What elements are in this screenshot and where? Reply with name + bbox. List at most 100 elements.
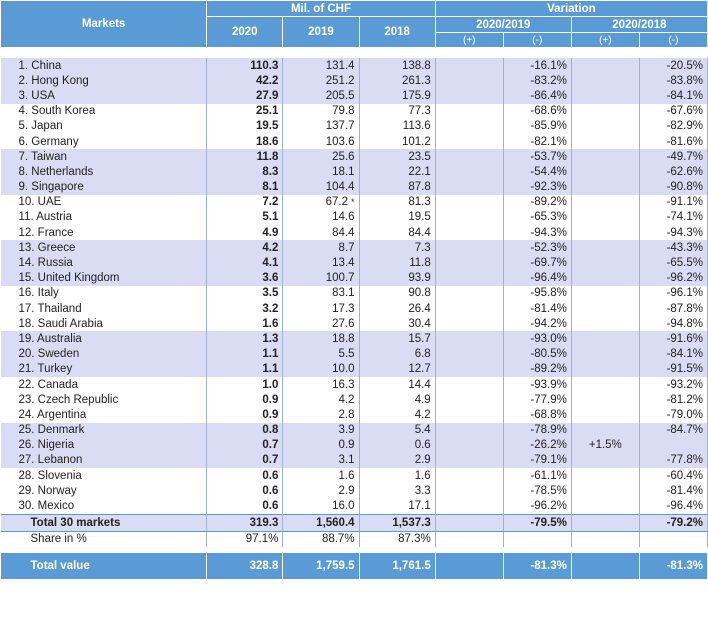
value-2020-cell: 0.7	[206, 437, 284, 453]
var-2020-2018-minus-cell: -82.9%	[639, 118, 708, 134]
value-2019-cell: 5.5	[282, 346, 360, 362]
value-2018-cell: 113.6	[359, 118, 436, 134]
var-2020-2019-plus-cell	[435, 376, 504, 393]
value-2019-cell: 18.1	[282, 164, 360, 180]
markets-table: Markets Mil. of CHF Variation 2020 2019 …	[0, 0, 708, 579]
var-2020-2019-minus-cell: -68.8%	[503, 407, 572, 423]
market-cell: 6. Germany	[0, 133, 208, 150]
share-2018-cell: 87.3%	[359, 531, 436, 547]
var-2020-2019-plus-cell	[435, 301, 504, 317]
var-2020-2018-minus-cell: -60.4%	[639, 468, 708, 484]
var-2020-2019-plus-cell	[435, 194, 504, 210]
value-2019-text: 84.4	[332, 226, 355, 239]
value-2020-cell: 0.6	[206, 498, 284, 515]
var-2020-2019-minus-cell: -61.1%	[503, 468, 572, 484]
var-2020-2019-minus-cell: -78.5%	[503, 483, 572, 499]
value-2018-cell: 261.3	[359, 73, 436, 89]
var-2020-2018-minus-cell: -84.1%	[639, 88, 708, 104]
table-row: 17. Thailand 3.2 17.3 26.4 -81.4% -87.8%	[0, 301, 708, 317]
table-row: 11. Austria 5.1 14.6 19.5 -65.3% -74.1%	[0, 209, 708, 226]
value-2020-cell: 7.2	[206, 194, 284, 210]
var-2020-2019-plus-cell	[435, 255, 504, 271]
table-row: 5. Japan 19.5 137.7 113.6 -85.9% -82.9%	[0, 118, 708, 134]
var-2020-2018-plus-cell	[571, 240, 640, 256]
table-row: 16. Italy 3.5 83.1 90.8 -95.8% -96.1%	[0, 285, 708, 301]
var-2020-2018-minus-cell: -20.5%	[639, 58, 708, 74]
var-2020-2018-plus-cell	[571, 103, 640, 119]
var-2020-2019-plus-cell	[435, 437, 504, 453]
year-2018-header: 2018	[358, 16, 436, 48]
value-2019-text: 4.2	[338, 393, 355, 406]
share-2019-cell: 88.7%	[282, 531, 360, 547]
total-2018-cell: 1,537.3	[359, 513, 436, 532]
share-empty-cell	[435, 531, 504, 547]
value-2018-cell: 1.6	[359, 468, 436, 484]
value-2019-text: 137.7	[325, 120, 355, 133]
market-cell: 3. USA	[0, 88, 208, 104]
table-row: 28. Slovenia 0.6 1.6 1.6 -61.1% -60.4%	[0, 468, 708, 484]
value-2020-cell: 1.0	[206, 376, 284, 393]
value-2020-cell: 3.6	[206, 270, 284, 286]
table-row: 23. Czech Republic 0.9 4.2 4.9 -77.9% -81.2%	[0, 392, 708, 408]
market-cell: 24. Argentina	[0, 407, 208, 423]
value-2020-cell: 3.5	[206, 285, 284, 301]
var-2020-2018-minus-cell: -62.6%	[639, 164, 708, 180]
value-2019-text: 100.7	[325, 272, 355, 285]
market-cell: 11. Austria	[0, 209, 208, 226]
value-2019-text: 2.9	[338, 484, 355, 497]
value-2018-cell: 15.7	[359, 331, 436, 347]
var-2020-2018-minus-cell: -65.5%	[639, 255, 708, 271]
var-2020-2018-plus-cell	[571, 483, 640, 499]
value-2020-cell: 0.7	[206, 452, 284, 469]
var-2020-2019-plus-cell	[435, 88, 504, 104]
var-2020-2018-minus-cell: -90.8%	[639, 179, 708, 195]
market-cell: 1. China	[0, 58, 208, 74]
value-2019-cell: 1.6	[282, 468, 360, 484]
var-2020-2018-minus-cell: -94.3%	[639, 225, 708, 241]
market-cell: 26. Nigeria	[0, 437, 208, 453]
var-2020-2018-minus-cell: -81.2%	[639, 392, 708, 408]
var-2020-2019-plus-cell	[435, 209, 504, 226]
var-2020-2018-plus-cell	[571, 179, 640, 195]
market-cell: 28. Slovenia	[0, 468, 208, 484]
var-2020-2018-plus-cell	[571, 392, 640, 408]
var-2020-2018-plus-cell	[571, 331, 640, 347]
var-2020-2019-minus-cell: -54.4%	[503, 164, 572, 180]
value-2020-cell: 0.6	[206, 468, 284, 484]
var-2020-2018-minus-cell: -96.4%	[639, 498, 708, 515]
value-2019-cell: 2.9	[282, 483, 360, 499]
var-2020-2019-plus-cell	[435, 240, 504, 256]
market-cell: 4. South Korea	[0, 103, 208, 119]
var-2020-2019-minus-cell: -96.4%	[503, 270, 572, 286]
var-2020-2018-minus-cell: -84.7%	[639, 422, 708, 438]
table-row: 2. Hong Kong 42.2 251.2 261.3 -83.2% -83.8%	[0, 73, 708, 89]
value-2019-cell: 16.3	[282, 376, 360, 393]
table-row: 10. UAE 7.2 67.2 * 81.3 -89.2% -91.1%	[0, 194, 708, 210]
var-2020-2019-minus-cell: -68.6%	[503, 103, 572, 119]
value-2019-cell: 27.6	[282, 316, 360, 332]
var-2020-2019-minus-cell: -81.4%	[503, 301, 572, 317]
var-2020-2019-plus-cell	[435, 179, 504, 195]
value-2019-text: 13.4	[332, 257, 355, 270]
table-row: 15. United Kingdom 3.6 100.7 93.9 -96.4% -96.…	[0, 270, 708, 286]
table-row: 14. Russia 4.1 13.4 11.8 -69.7% -65.5%	[0, 255, 708, 271]
var-2020-2018-minus-cell: -74.1%	[639, 209, 708, 226]
value-2019-text: 104.4	[325, 181, 355, 194]
value-2019-cell: 0.9	[282, 437, 360, 453]
market-cell: 13. Greece	[0, 240, 208, 256]
var-2020-2019-minus-cell: -52.3%	[503, 240, 572, 256]
var-2020-2019-minus-cell: -78.9%	[503, 422, 572, 438]
plus-header: (+)	[570, 32, 640, 48]
value-2019-cell: 67.2 *	[282, 194, 360, 210]
period-2020-2019-header: 2020/2019	[434, 16, 572, 33]
market-cell: 7. Taiwan	[0, 149, 208, 165]
value-2018-cell: 19.5	[359, 209, 436, 226]
share-row: Share in % 97.1% 88.7% 87.3%	[0, 531, 708, 547]
value-2018-cell: 2.9	[359, 452, 436, 469]
market-cell: 12. France	[0, 225, 208, 241]
var-2020-2018-minus-cell: -84.1%	[639, 346, 708, 362]
var-2020-2018-plus-cell	[571, 88, 640, 104]
var-2020-2019-plus-cell	[435, 361, 504, 377]
table-row: 9. Singapore 8.1 104.4 87.8 -92.3% -90.8%	[0, 179, 708, 195]
value-2019-cell: 100.7	[282, 270, 360, 286]
